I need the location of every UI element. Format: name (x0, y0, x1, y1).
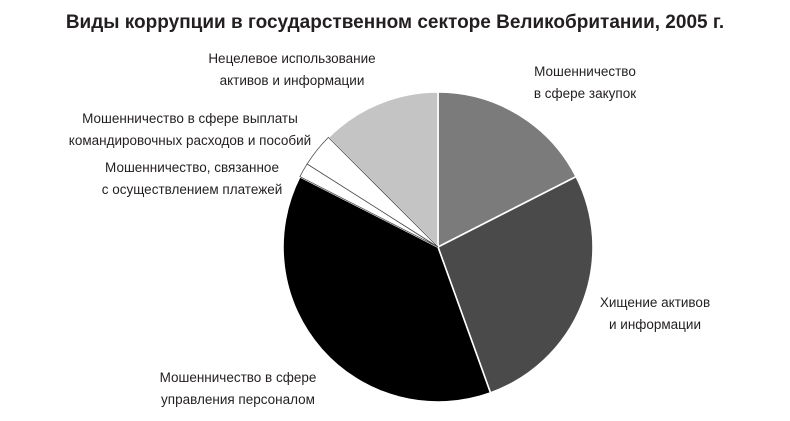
slice-label-0: Мошенничество в сфере закупок (534, 64, 636, 101)
slice-label-2: Мошенничество в сфере управления персонал… (160, 370, 317, 407)
chart-title: Виды коррупции в государственном секторе… (65, 12, 725, 33)
pie-slice-5 (327, 91, 439, 248)
slice-label-4: Мошенничество в сфере выплаты командирово… (69, 111, 311, 148)
pie-slice-0 (437, 91, 577, 248)
slice-label-5: Нецелевое использование активов и информа… (208, 51, 375, 88)
slice-label-line: Нецелевое использование (208, 51, 375, 66)
slice-label-line: управления персоналом (161, 392, 315, 407)
slice-label-line: и информации (609, 317, 701, 332)
pie-slice-outline-4 (306, 136, 439, 248)
slice-label-3: Мошенничество, связанное с осуществлением… (102, 160, 283, 197)
slice-label-line: Хищение активов (600, 295, 710, 310)
pie-slice-outlines (299, 136, 439, 248)
slice-label-line: командировочных расходов и пособий (69, 133, 311, 148)
slice-label-1: Хищение активов и информации (600, 295, 710, 332)
slice-label-line: с осуществлением платежей (102, 182, 283, 197)
slice-label-line: Мошенничество, связанное (105, 160, 279, 175)
slice-label-line: в сфере закупок (534, 86, 636, 101)
slice-labels: Мошенничество в сфере закупок Хищение акти… (69, 51, 710, 407)
pie-slice-1 (437, 175, 594, 394)
pie-slices (282, 91, 594, 403)
slice-label-line: Мошенничество в сфере (160, 370, 317, 385)
pie-slice-2 (282, 175, 492, 403)
slice-label-line: активов и информации (220, 73, 365, 88)
slice-label-line: Мошенничество в сфере выплаты (82, 111, 298, 126)
slice-label-line: Мошенничество (534, 64, 636, 79)
